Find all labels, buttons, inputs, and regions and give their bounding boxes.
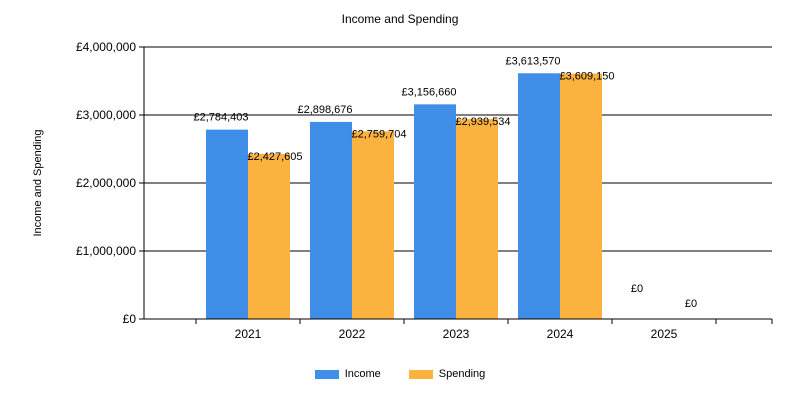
data-label-income: £3,613,570 [505, 55, 560, 67]
legend-item-income: Income [314, 368, 381, 380]
x-tick-label: 2021 [235, 327, 262, 341]
bar-income [414, 104, 456, 319]
bar-spending [456, 119, 498, 319]
data-label-spending: £2,427,605 [247, 151, 302, 163]
bar-spending [352, 131, 394, 319]
legend-swatch-spending [408, 369, 433, 379]
x-tick-label: 2025 [651, 327, 678, 341]
legend: Income Spending [0, 368, 800, 380]
x-tick-label: 2022 [339, 327, 366, 341]
x-tick-label: 2023 [443, 327, 470, 341]
y-tick-label: £0 [123, 312, 137, 326]
chart-title: Income and Spending [341, 12, 459, 26]
legend-swatch-income [314, 369, 339, 379]
bar-income [518, 73, 560, 319]
legend-label-income: Income [344, 368, 381, 380]
legend-item-spending: Spending [408, 368, 486, 380]
legend-label-spending: Spending [438, 368, 486, 380]
bar-spending [248, 153, 290, 319]
y-tick-label: £2,000,000 [76, 176, 136, 190]
data-label-income: £2,784,403 [193, 112, 248, 124]
data-label-income: £0 [631, 283, 643, 295]
bar-income [310, 121, 352, 319]
y-tick-label: £1,000,000 [76, 244, 136, 258]
data-label-spending: £2,759,704 [351, 128, 406, 140]
y-tick-label: £3,000,000 [76, 108, 136, 122]
bar-income [206, 129, 248, 319]
data-label-spending: £3,609,150 [559, 71, 614, 83]
y-tick-label: £4,000,000 [76, 40, 136, 54]
data-label-income: £3,156,660 [401, 86, 456, 98]
bar-spending [560, 73, 602, 320]
data-label-income: £2,898,676 [297, 104, 352, 116]
data-label-spending: £0 [685, 298, 697, 310]
x-tick-label: 2024 [547, 327, 574, 341]
data-label-spending: £2,939,534 [455, 116, 510, 128]
